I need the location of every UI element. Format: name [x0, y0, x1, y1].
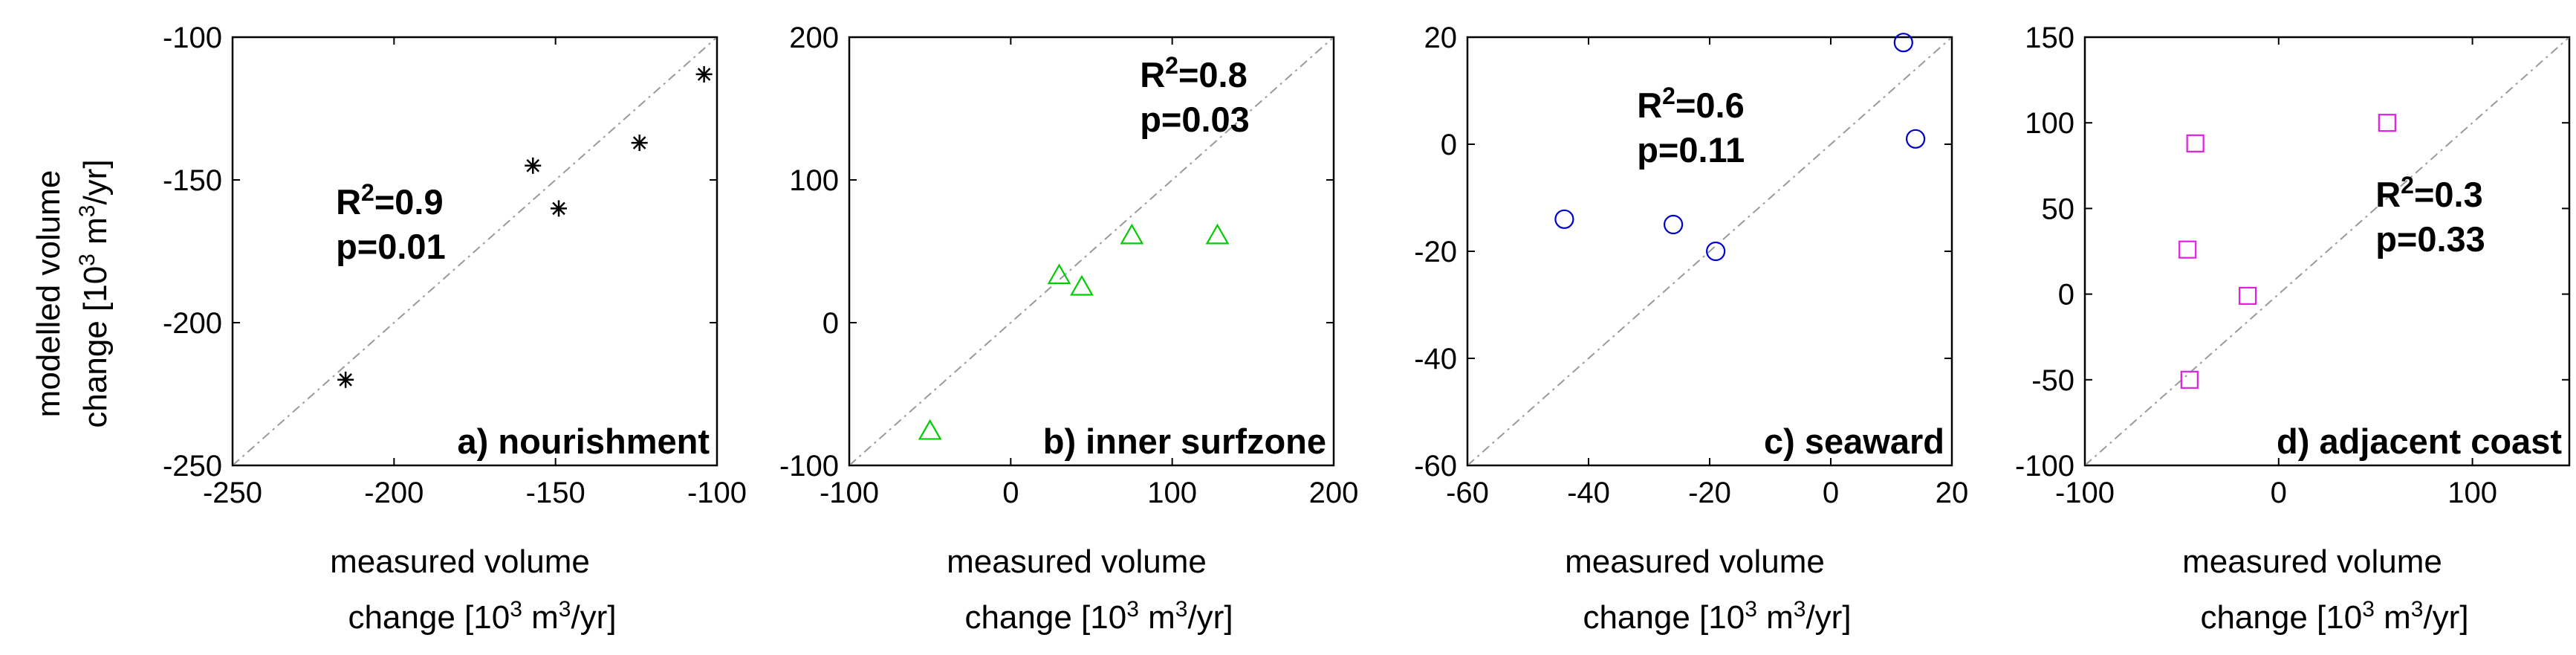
x-tick-label: -100 [687, 477, 747, 509]
panel-2: -1000100200-1000100200R2=0.8p=0.03b) inn… [779, 22, 1358, 636]
x-axis-label-line1: measured volume [330, 543, 590, 580]
r-squared-label: R2=0.3 [2375, 172, 2483, 214]
x-tick-label: -40 [1567, 477, 1610, 509]
p-value-label: p=0.33 [2375, 219, 2485, 259]
y-tick-label: -100 [779, 450, 839, 483]
y-tick-label: 0 [2058, 279, 2074, 312]
y-tick-label: -100 [2015, 450, 2074, 483]
x-tick-label: 0 [1823, 477, 1839, 509]
x-axis-label-line1: measured volume [2182, 543, 2442, 580]
x-tick-label: -150 [526, 477, 585, 509]
panel-title: c) seaward [1764, 422, 1944, 461]
x-tick-label: 100 [1147, 477, 1197, 509]
panel-1: -250-200-150-100-250-200-150-100R2=0.9p=… [163, 22, 747, 636]
figure: modelled volume change [103 m3/yr] -250 -… [0, 0, 2576, 655]
x-tick-label: -20 [1688, 477, 1731, 509]
p-value-label: p=0.01 [336, 227, 446, 266]
r-squared-label: R2=0.9 [336, 179, 444, 222]
y-tick-label: 0 [823, 307, 839, 340]
y-tick-label: 150 [2025, 22, 2074, 54]
r-squared-label: R2=0.6 [1637, 83, 1745, 125]
x-axis-label-line2: change [103 m3/yr] [964, 597, 1233, 636]
y-tick-label: -150 [163, 164, 222, 197]
p-value-label: p=0.03 [1140, 100, 1250, 139]
p-value-label: p=0.11 [1637, 130, 1745, 170]
x-axis-label-line2: change [103 m3/yr] [348, 597, 616, 636]
x-axis-label-line1: measured volume [1565, 543, 1825, 580]
x-tick-label: 200 [1309, 477, 1359, 509]
y-tick-label: 100 [2025, 107, 2074, 140]
y-tick-label: -50 [2031, 364, 2074, 397]
panel-title: b) inner surfzone [1043, 422, 1326, 461]
y-tick-label: -60 [1414, 450, 1457, 483]
y-tick-label: -100 [163, 22, 222, 54]
y-tick-label: 100 [789, 164, 839, 197]
y-tick-label: 20 [1424, 22, 1458, 54]
data-point [632, 135, 648, 151]
data-point [696, 66, 713, 83]
y-tick-label: -250 [163, 450, 222, 483]
data-point [337, 372, 354, 388]
r-squared-label: R2=0.8 [1140, 52, 1248, 94]
y-tick-label: 200 [789, 22, 839, 54]
x-tick-label: 100 [2447, 477, 2497, 509]
x-tick-label: 0 [2271, 477, 2287, 509]
panel-4: -1000100-100-50050100150R2=0.3p=0.33d) a… [2015, 22, 2569, 636]
y-tick-label: 50 [2042, 193, 2075, 225]
panel-title: d) adjacent coast [2277, 422, 2562, 461]
data-point [551, 200, 567, 216]
x-tick-label: -200 [364, 477, 424, 509]
y-tick-label: -200 [163, 307, 222, 340]
panel-3: -60-40-20020-60-40-20020R2=0.6p=0.11c) s… [1414, 22, 1968, 636]
y-tick-label: -40 [1414, 343, 1457, 375]
y-tick-label: 0 [1441, 129, 1457, 161]
x-tick-label: 0 [1002, 477, 1019, 509]
data-point [525, 158, 541, 174]
x-axis-label-line1: measured volume [947, 543, 1207, 580]
panel-title: a) nourishment [458, 422, 710, 461]
x-axis-label-line2: change [103 m3/yr] [1583, 597, 1851, 636]
x-axis-label-line2: change [103 m3/yr] [2200, 597, 2468, 636]
y-axis-label-line1: modelled volume [30, 170, 67, 418]
y-tick-label: -20 [1414, 236, 1457, 268]
y-axis-label: modelled volume change [103 m3/yr] [30, 159, 114, 427]
x-tick-label: 20 [1936, 477, 1969, 509]
y-axis-label-line2: change [103 m3/yr] [75, 159, 114, 427]
